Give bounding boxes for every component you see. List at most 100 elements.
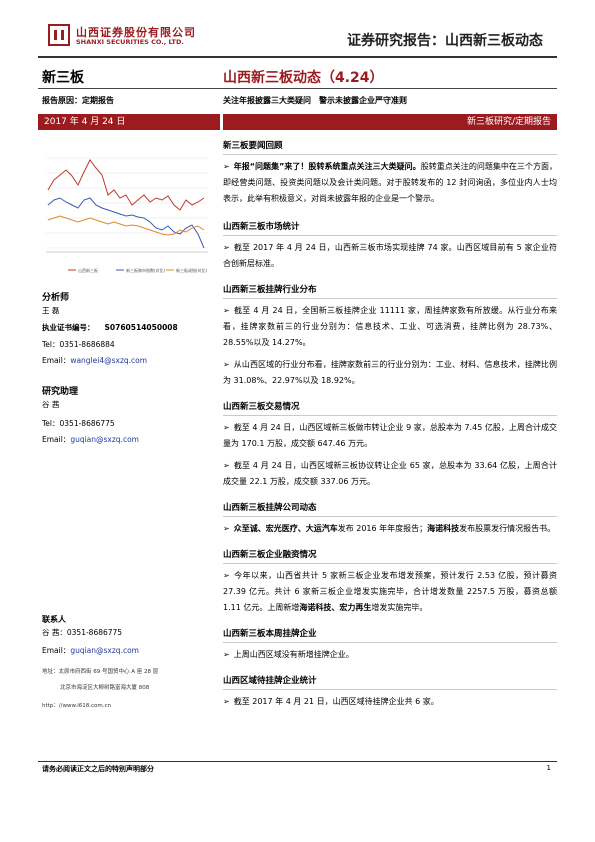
analyst-email-link[interactable]: wanglei4@sxzq.com	[70, 356, 148, 365]
address-line-2: 北京市海淀区大柳树路富海大厦 808	[60, 685, 150, 691]
section-title: 山西新三板本周挂牌企业	[223, 629, 317, 639]
contact-heading: 联系人	[42, 615, 66, 624]
assistant-tel: Tel：0351-8686775	[42, 419, 115, 428]
report-subtitle: 关注年报披露三大类疑问 警示未披露企业严守准则	[223, 96, 407, 105]
assistant-name: 谷 茜	[42, 400, 60, 409]
legend-label: 山西新三板	[78, 267, 98, 273]
section-title: 山西区域待挂牌企业统计	[223, 676, 317, 686]
bullet-item: ➢ 截至 2017 年 4 月 24 日，山西新三板市场实现挂牌 74 家。山西区…	[223, 240, 557, 272]
section-title: 山西新三板挂牌行业分布	[223, 285, 317, 295]
company-logo-icon	[48, 24, 70, 46]
section-rule	[223, 642, 557, 643]
email-label: Email：	[42, 356, 71, 365]
bullet-text: 截至 4 月 24 日，山西区域新三板做市转让企业 9 家，总股本为 7.45 …	[223, 423, 557, 448]
section-rule	[223, 415, 557, 416]
legend-label: 新三板成指(对比)	[176, 267, 208, 273]
bullet-mid: 发布 2016 年年度报告；	[337, 524, 428, 533]
series-line-mm	[47, 197, 205, 249]
website-link[interactable]: http：//www.i618.com.cn	[42, 703, 112, 709]
section-new-listings: 山西新三板本周挂牌企业 ➢ 上周山西区域没有新增挂牌企业。	[223, 626, 557, 663]
address-line-1: 地址：太原市府西街 69 号国贸中心 A 座 28 层	[42, 669, 159, 675]
arrow-bullet-icon: ➢	[223, 524, 230, 533]
bullet-lead: 年报“问题集”来了！	[233, 162, 309, 171]
section-pending: 山西区域待挂牌企业统计 ➢ 截至 2017 年 4 月 21 日，山西区域待挂牌企…	[223, 673, 557, 710]
disclaimer: 请务必阅读正文之后的特别声明部分	[42, 765, 154, 773]
company-name-cn: 山西证券股份有限公司	[76, 26, 196, 39]
section-rule	[223, 154, 557, 155]
section-rule	[223, 235, 557, 236]
analyst-email-line: Email：wanglei4@sxzq.com	[42, 352, 147, 369]
bullet-text: 截至 2017 年 4 月 24 日，山西新三板市场实现挂牌 74 家。山西区域…	[223, 243, 557, 268]
contact-tel: 谷 茜：0351-8686775	[42, 628, 123, 637]
research-banner: 新三板研究/定期报告	[223, 114, 557, 130]
bullet-lead-2: 股转系统重点关注三大类疑问。	[308, 162, 421, 171]
section-trading: 山西新三板交易情况 ➢ 截至 4 月 24 日，山西区域新三板做市转让企业 9 家…	[223, 399, 557, 490]
bullet-text: 股转重点关注的问题集中在三个方面，即经营类问题、投资类问题以及会计类问题。对于股…	[223, 162, 558, 203]
section-financing: 山西新三板企业融资情况 ➢ 今年以来，山西省共计 5 家新三板企业发布增发预案，预…	[223, 547, 557, 616]
assistant-heading: 研究助理	[42, 387, 79, 397]
chart-legend: 山西新三板 新三板做市指数(对比) 新三板成指(对比)	[68, 267, 208, 273]
arrow-bullet-icon: ➢	[223, 162, 230, 171]
bullet-text: 截至 2017 年 4 月 21 日，山西区域待挂牌企业共 6 家。	[233, 697, 439, 706]
bullet-lead-2: 海诺科技、宏力再生	[299, 603, 372, 612]
report-type: 证券研究报告：山西新三板动态	[347, 33, 543, 49]
bullet-item: ➢ 截至 4 月 24 日，山西区域新三板协议转让企业 65 家，总股本为 33.…	[223, 458, 557, 490]
report-body: 新三板要闻回顾 ➢ 年报“问题集”来了！股转系统重点关注三大类疑问。股转重点关注的…	[223, 138, 557, 710]
section-title: 山西新三板交易情况	[223, 402, 300, 412]
email-label: Email：	[42, 646, 71, 655]
arrow-bullet-icon: ➢	[223, 243, 230, 252]
section-rule	[223, 689, 557, 690]
bullet-item: ➢ 众至诚、宏光医疗、大运汽车发布 2016 年年度报告；海诺科技发布股票发行情况…	[223, 521, 557, 537]
bullet-lead-2: 海诺科技	[427, 524, 460, 533]
section-market: 山西新三板市场统计 ➢ 截至 2017 年 4 月 24 日，山西新三板市场实现挂…	[223, 219, 557, 272]
bullet-item: ➢ 从山西区域的行业分布看，挂牌家数前三的行业分别为：工业、材料、信息技术，挂牌比…	[223, 357, 557, 389]
arrow-bullet-icon: ➢	[223, 571, 230, 580]
section-rule	[223, 563, 557, 564]
section-rule	[223, 298, 557, 299]
analyst-tel: Tel：0351-8686884	[42, 340, 115, 349]
bullet-text: 从山西区域的行业分布看，挂牌家数前三的行业分别为：工业、材料、信息技术，挂牌比例…	[223, 360, 557, 385]
section-title: 山西新三板市场统计	[223, 222, 300, 232]
assistant-email-link[interactable]: guqian@sxzq.com	[70, 435, 139, 444]
cert-line: 执业证书编号： S0760514050008	[42, 319, 178, 336]
title-divider	[38, 88, 557, 89]
contact-email-link[interactable]: guqian@sxzq.com	[70, 646, 139, 655]
email-label: Email：	[42, 435, 71, 444]
category-title: 新三板	[42, 70, 84, 86]
index-chart: 山西新三板 新三板做市指数(对比) 新三板成指(对比)	[46, 157, 208, 273]
series-line-shanxi	[47, 159, 205, 211]
section-title: 山西新三板挂牌公司动态	[223, 503, 317, 513]
section-rule	[223, 516, 557, 517]
bullet-item: ➢ 上周山西区域没有新增挂牌企业。	[223, 647, 557, 663]
arrow-bullet-icon: ➢	[223, 423, 230, 432]
bullet-item: ➢ 年报“问题集”来了！股转系统重点关注三大类疑问。股转重点关注的问题集中在三个方…	[223, 159, 557, 207]
arrow-bullet-icon: ➢	[223, 306, 230, 315]
bullet-text: 今年以来，山西省共计 5 家新三板企业发布增发预案，预计发行 2.53 亿股，预…	[223, 571, 557, 612]
footer-divider	[38, 761, 557, 762]
section-company-news: 山西新三板挂牌公司动态 ➢ 众至诚、宏光医疗、大运汽车发布 2016 年年度报告；…	[223, 500, 557, 537]
report-reason: 报告原因：定期报告	[42, 96, 114, 105]
assistant-email-line: Email：guqian@sxzq.com	[42, 431, 139, 448]
header-divider	[38, 56, 557, 58]
report-title: 山西新三板动态（4.24）	[223, 70, 384, 86]
analyst-name: 王 磊	[42, 306, 60, 315]
bullet-text: 截至 4 月 24 日，山西区域新三板协议转让企业 65 家，总股本为 33.6…	[223, 461, 557, 486]
bullet-item: ➢ 截至 4 月 24 日，山西区域新三板做市转让企业 9 家，总股本为 7.45…	[223, 420, 557, 452]
legend-label: 新三板做市指数(对比)	[126, 267, 166, 273]
bullet-text: 发布股票发行情况报告书。	[459, 524, 556, 533]
arrow-bullet-icon: ➢	[223, 650, 230, 659]
bullet-item: ➢ 截至 2017 年 4 月 21 日，山西区域待挂牌企业共 6 家。	[223, 694, 557, 710]
page-number: 1	[546, 764, 551, 772]
bullet-tail: 增发实施完毕。	[371, 603, 428, 612]
section-title: 新三板要闻回顾	[223, 141, 283, 151]
bullet-item: ➢ 今年以来，山西省共计 5 家新三板企业发布增发预案，预计发行 2.53 亿股，…	[223, 568, 557, 616]
arrow-bullet-icon: ➢	[223, 360, 230, 369]
date-banner: 2017 年 4 月 24 日	[38, 114, 220, 130]
bullet-lead: 众至诚、宏光医疗、大运汽车	[233, 524, 338, 533]
section-industry: 山西新三板挂牌行业分布 ➢ 截至 4 月 24 日，全国新三板挂牌企业 11111…	[223, 282, 557, 389]
bullet-text: 上周山西区域没有新增挂牌企业。	[233, 650, 354, 659]
contact-email-line: Email：guqian@sxzq.com	[42, 642, 139, 659]
cert-label: 执业证书编号：	[42, 323, 95, 332]
arrow-bullet-icon: ➢	[223, 461, 230, 470]
cert-number: S0760514050008	[104, 323, 178, 332]
